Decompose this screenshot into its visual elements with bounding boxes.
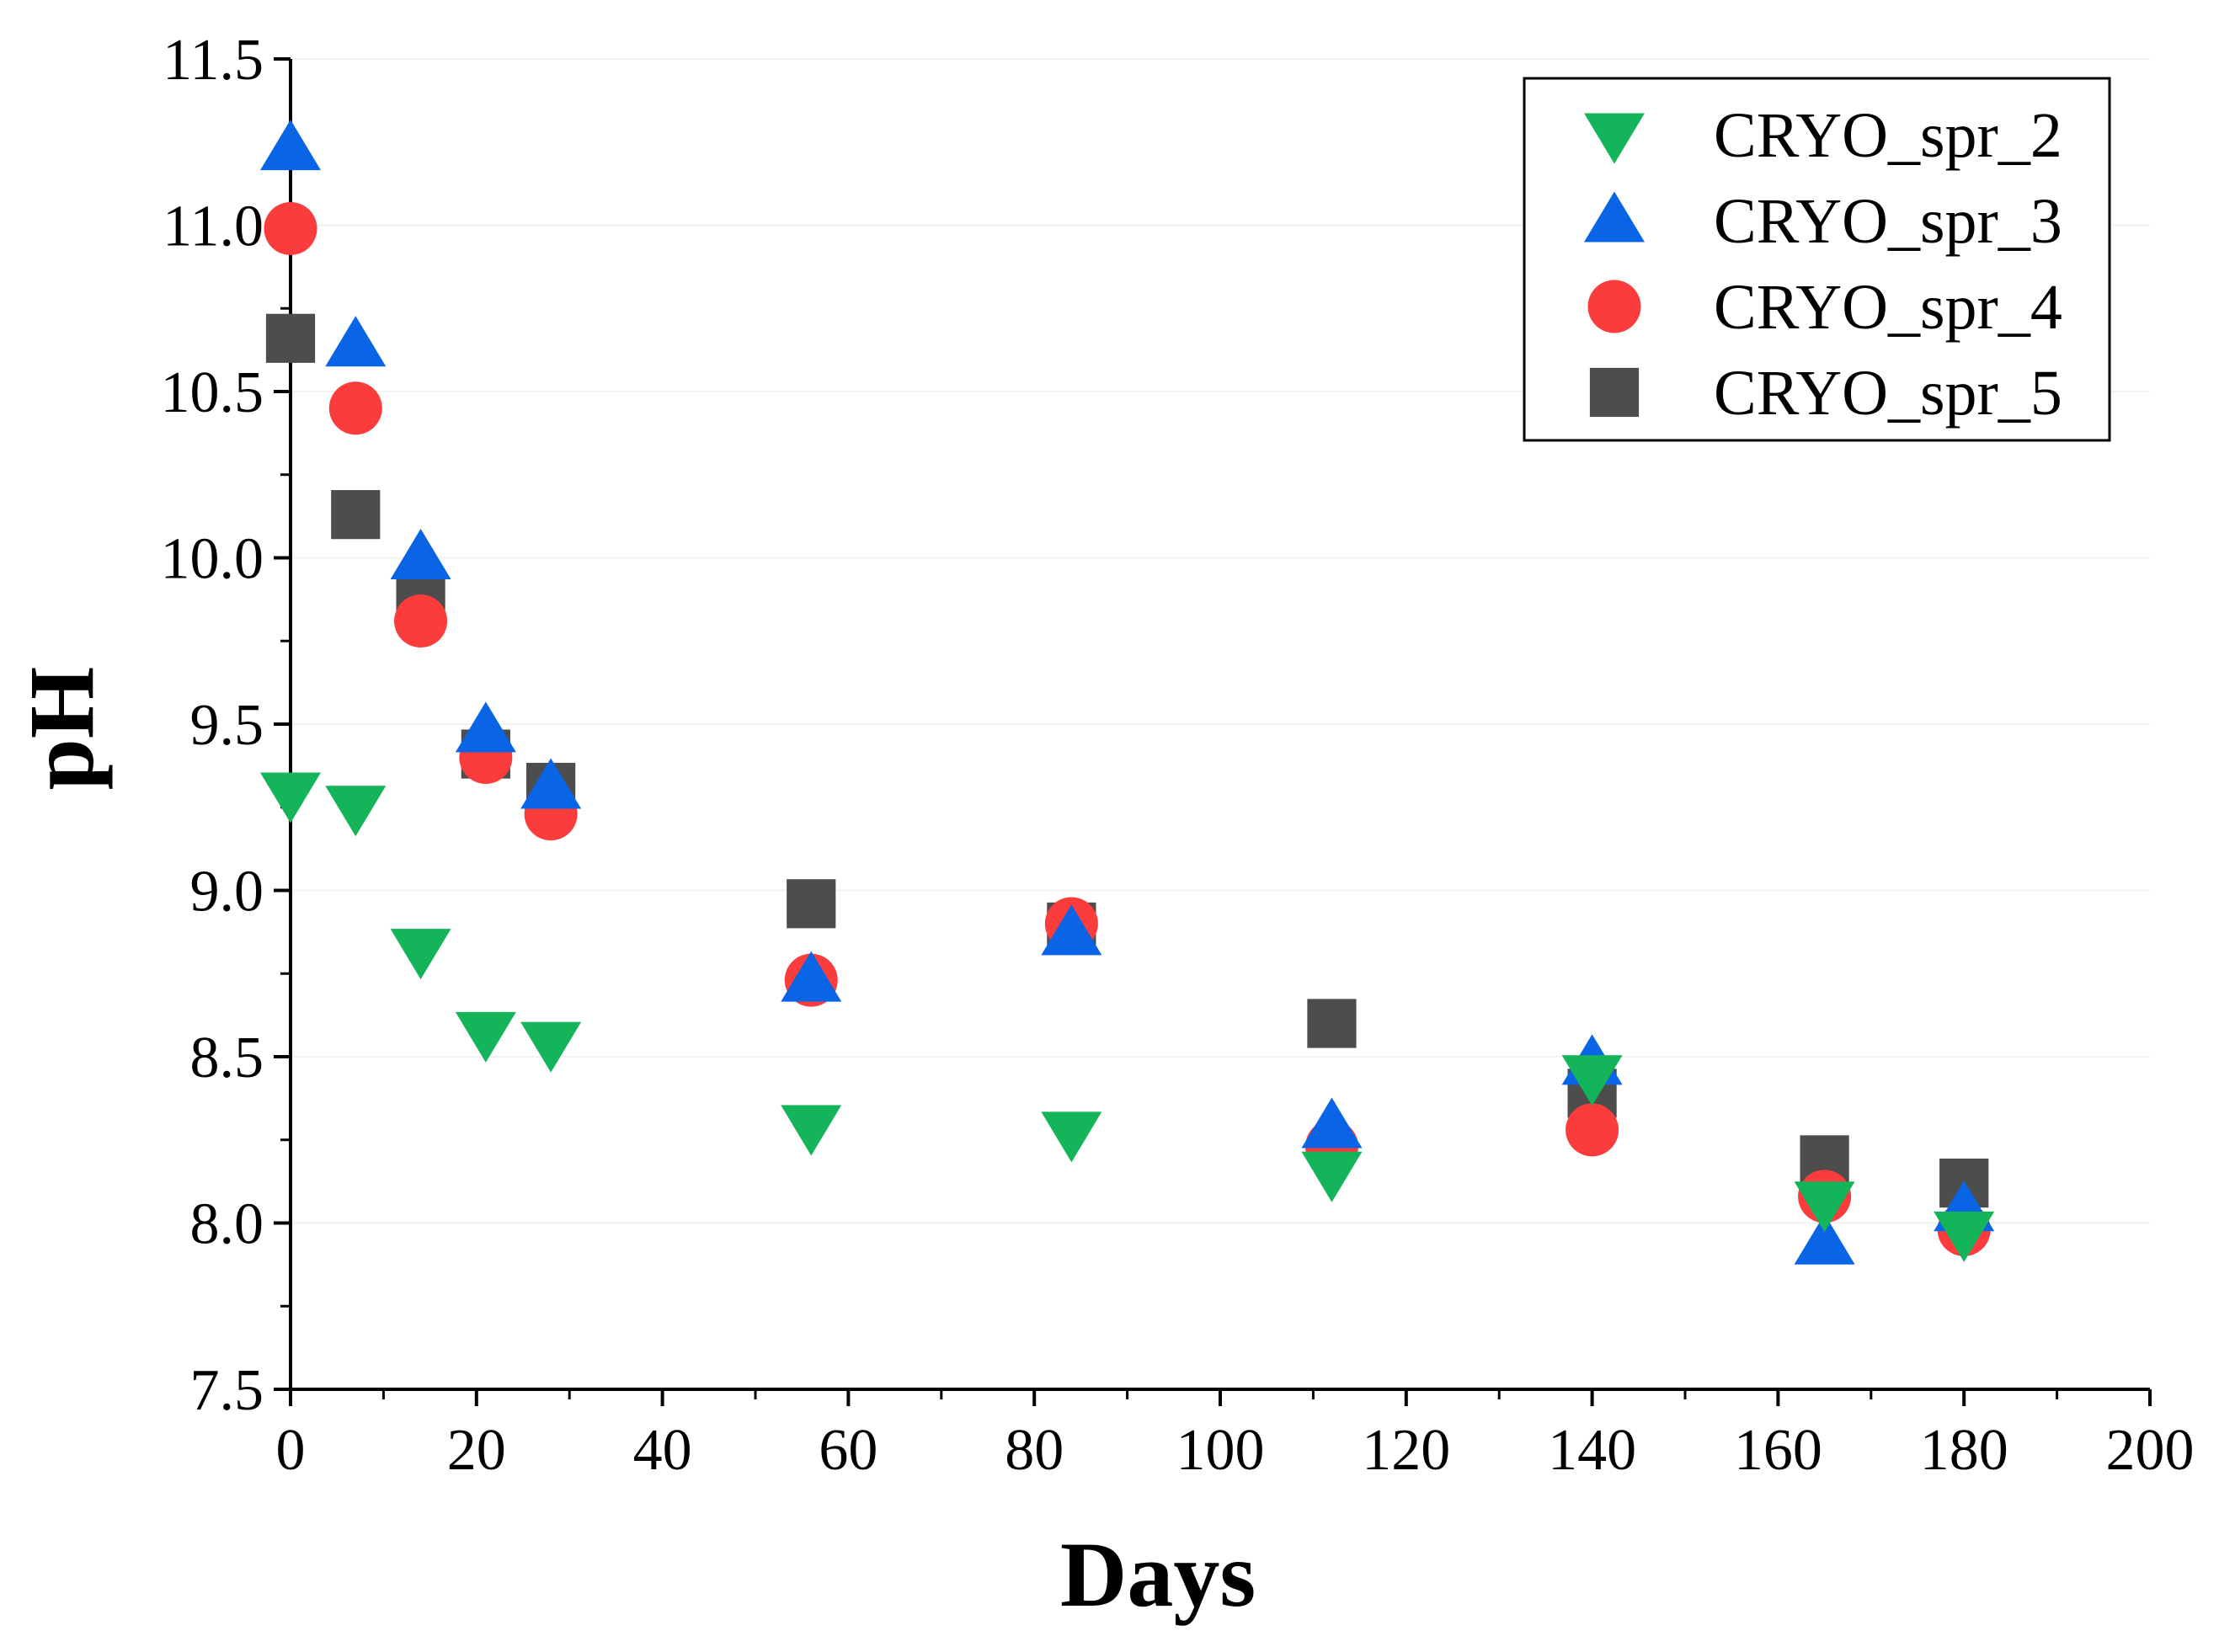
y-tick-label: 8.5: [190, 1026, 264, 1090]
legend-label: CRYO_spr_4: [1714, 272, 2062, 343]
data-series: [260, 120, 1995, 1265]
x-tick-label: 100: [1176, 1418, 1265, 1483]
x-tick-label: 80: [1005, 1418, 1064, 1483]
legend-marker: [1584, 191, 1645, 242]
y-tick-label: 11.5: [163, 28, 264, 93]
y-tick-label: 11.0: [163, 195, 264, 259]
x-tick-label: 160: [1734, 1418, 1822, 1483]
x-tick-label: 200: [2106, 1418, 2195, 1483]
x-tick-label: 120: [1362, 1418, 1450, 1483]
series-CRYO_spr_2: [260, 772, 1995, 1262]
data-point: [781, 1105, 842, 1156]
y-tick-label: 9.5: [190, 693, 264, 758]
data-point: [520, 758, 582, 809]
x-axis-title: Days: [1060, 1523, 1256, 1626]
data-point: [1934, 1211, 1995, 1262]
legend-label: CRYO_spr_5: [1714, 358, 2062, 429]
data-point: [1307, 999, 1357, 1048]
data-point: [520, 1021, 582, 1073]
y-tick-label: 9.0: [190, 860, 264, 925]
data-point: [265, 313, 316, 363]
legend-marker: [1584, 113, 1645, 164]
legend-label: CRYO_spr_3: [1714, 186, 2062, 257]
y-tick-label: 8.0: [190, 1192, 264, 1257]
x-tick-label: 40: [633, 1418, 692, 1483]
y-tick-label: 7.5: [190, 1358, 264, 1423]
data-point: [455, 1011, 516, 1063]
data-point: [260, 772, 321, 823]
data-point: [390, 929, 451, 980]
data-point: [325, 316, 387, 367]
data-point: [1041, 1111, 1102, 1163]
data-point: [328, 381, 382, 435]
data-point: [1561, 1055, 1623, 1106]
series-CRYO_spr_5: [265, 313, 1989, 1208]
ticks: 0 20 40 60 80 100 120 140 160 180 200 7.5 8.0 8.5 9.0 9…: [161, 28, 2195, 1483]
data-point: [325, 786, 387, 837]
data-point: [390, 529, 451, 579]
x-tick-label: 0: [276, 1418, 306, 1483]
data-point: [394, 594, 448, 648]
data-point: [1301, 1151, 1363, 1202]
data-point: [1301, 1097, 1363, 1148]
x-tick-label: 60: [819, 1418, 877, 1483]
data-point: [781, 951, 842, 1002]
legend-marker: [1587, 280, 1641, 333]
legend-marker: [1589, 367, 1640, 418]
data-point: [787, 879, 836, 929]
data-point: [260, 120, 321, 171]
data-point: [1041, 904, 1102, 956]
legend: CRYO_spr_2 CRYO_spr_3 CRYO_spr_4 CRYO_spr_5: [1523, 77, 2111, 442]
data-point: [1794, 1213, 1855, 1265]
x-tick-label: 140: [1548, 1418, 1636, 1483]
y-tick-label: 10.5: [161, 360, 264, 425]
y-axis-title: pH: [10, 667, 113, 791]
y-tick-label: 10.0: [161, 527, 264, 592]
x-tick-label: 180: [1920, 1418, 2008, 1483]
data-point: [331, 490, 381, 540]
data-point: [264, 201, 317, 255]
legend-label: CRYO_spr_2: [1714, 100, 2062, 171]
data-point: [1794, 1181, 1855, 1233]
data-point: [1566, 1103, 1619, 1157]
data-point: [455, 701, 516, 753]
grid-lines: [291, 58, 2150, 1390]
x-tick-label: 20: [447, 1418, 506, 1483]
